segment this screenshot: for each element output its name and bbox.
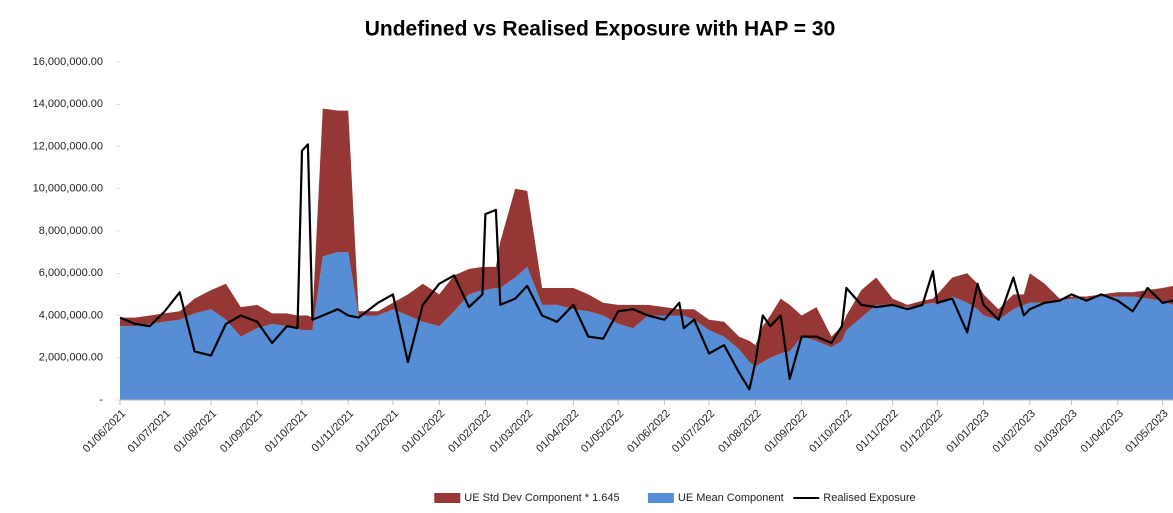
x-tick-label: 01/08/2022 [716,408,763,455]
x-tick-label: 01/01/2022 [400,408,447,455]
y-tick-label: 12,000,000.00 [33,140,103,152]
x-tick-label: 01/09/2021 [218,408,265,455]
x-tick-label: 01/03/2022 [488,408,535,455]
x-tick-label: 01/06/2022 [625,408,672,455]
x-tick-label: 01/11/2022 [854,408,901,455]
x-tick-label: 01/03/2023 [1032,408,1079,455]
y-tick-label: 4,000,000.00 [39,309,103,321]
y-tick-label: 6,000,000.00 [39,267,103,279]
y-tick-label: 8,000,000.00 [39,225,103,237]
x-tick-label: 01/12/2021 [354,408,401,455]
plot-area [119,108,1173,400]
x-tick-label: 01/10/2021 [263,408,310,455]
x-tick-label: 01/04/2022 [534,408,581,455]
legend-label: UE Std Dev Component * 1.645 [464,492,619,504]
x-tick-label: 01/02/2022 [446,408,493,455]
area [120,252,1173,400]
y-tick-label: 16,000,000.00 [33,56,103,68]
y-tick-label: 2,000,000.00 [39,352,103,364]
legend-label: Realised Exposure [823,492,915,504]
x-tick-label: 01/04/2023 [1079,408,1126,455]
x-tick-label: 01/07/2022 [670,408,717,455]
y-tick-label: 10,000,000.00 [33,183,103,195]
x-tick-label: 01/06/2021 [81,408,128,455]
y-tick-label: - [99,394,103,406]
x-tick-label: 01/09/2022 [762,408,809,455]
line [119,143,1173,391]
chart-title: Undefined vs Realised Exposure with HAP … [365,18,836,41]
x-tick-label: 01/08/2021 [172,408,219,455]
x-tick-label: 01/10/2022 [807,408,854,455]
x-tick-label: 01/01/2023 [944,408,991,455]
x-tick-label: 01/12/2022 [898,408,945,455]
x-tick-label: 01/05/2022 [579,408,626,455]
x-tick-label: 01/02/2023 [991,408,1038,455]
x-tick-label: 01/11/2021 [310,408,357,455]
y-tick-label: 14,000,000.00 [33,98,103,110]
x-tick-label: 01/05/2023 [1123,408,1170,455]
legend-symbol [434,493,461,503]
legend-symbol [647,493,674,503]
legend-label: UE Mean Component [678,492,784,504]
x-tick-label: 01/07/2021 [126,408,173,455]
